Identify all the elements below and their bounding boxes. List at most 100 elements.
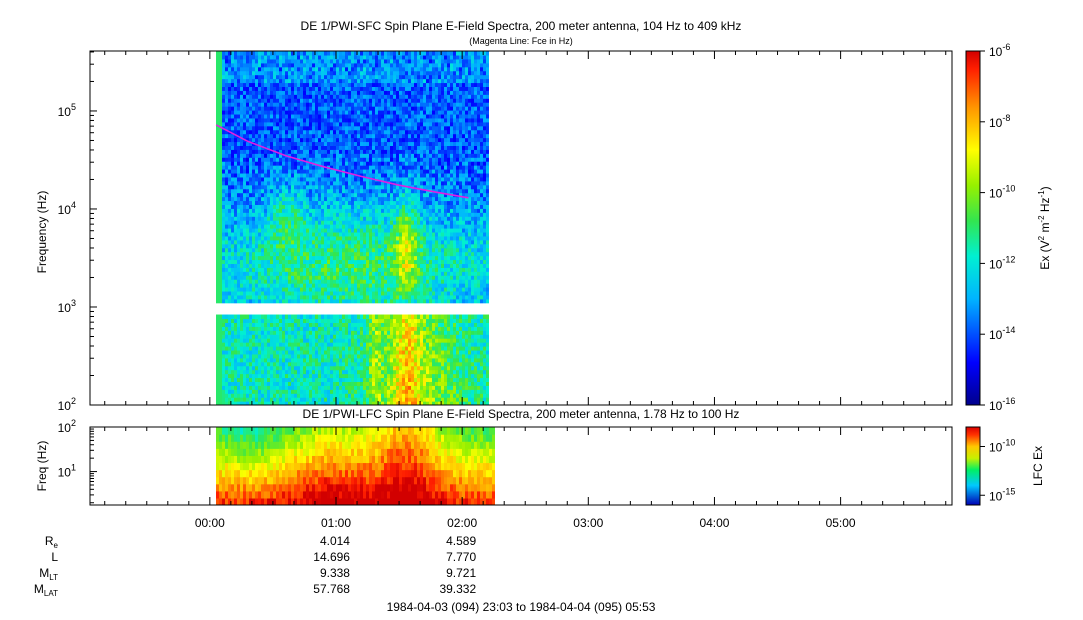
sfc-spectrogram-cell [366,133,369,139]
sfc-spectrogram-cell [360,220,363,225]
sfc-spectrogram-cell [297,365,300,371]
sfc-spectrogram-cell [273,78,276,84]
sfc-spectrogram-cell [264,235,267,241]
sfc-spectrogram-cell [294,62,297,68]
sfc-spectrogram-cell [333,121,336,127]
sfc-spectrogram-cell [306,365,309,371]
sfc-spectrogram-cell [330,188,333,194]
sfc-spectrogram-cell [291,235,294,241]
sfc-spectrogram-cell [252,70,255,76]
sfc-spectrogram-cell [288,385,291,390]
sfc-spectrogram-cell [375,133,378,139]
sfc-spectrogram-cell [327,145,330,150]
sfc-spectrogram-cell [372,243,375,249]
sfc-spectrogram-cell [357,389,360,394]
sfc-spectrogram-cell [249,251,252,257]
sfc-spectrogram-cell [291,283,294,288]
sfc-spectrogram-cell [273,251,276,257]
sfc-spectrogram-cell [324,342,327,347]
sfc-spectrogram-cell [222,326,225,331]
sfc-spectrogram-cell [273,121,276,127]
sfc-spectrogram-cell [315,275,318,280]
sfc-spectrogram-cell [237,110,240,115]
sfc-spectrogram-cell [324,98,327,103]
sfc-spectrogram-cell [348,117,351,123]
sfc-spectrogram-cell [225,106,228,111]
sfc-spectrogram-cell [297,259,300,264]
sfc-spectrogram-cell [333,228,336,233]
sfc-spectrogram-cell [222,165,225,170]
sfc-spectrogram-cell [327,133,330,139]
sfc-spectrogram-cell [219,259,222,264]
sfc-spectrogram-cell [318,349,321,355]
sfc-spectrogram-cell [303,357,306,363]
sfc-spectrogram-cell [234,180,237,186]
sfc-spectrogram-cell [267,188,270,194]
sfc-spectrogram-cell [222,228,225,233]
sfc-spectrogram-cell [228,377,231,382]
sfc-spectrogram-cell [321,243,324,249]
sfc-spectrogram-cell [378,125,381,131]
sfc-spectrogram-cell [270,98,273,103]
sfc-spectrogram-cell [321,290,324,296]
sfc-spectrogram-cell [291,298,294,304]
sfc-spectrogram-cell [270,243,273,249]
sfc-spectrogram-cell [309,51,312,56]
sfc-spectrogram-cell [363,381,366,386]
sfc-spectrogram-cell [318,314,321,320]
sfc-spectrogram-cell [255,247,258,253]
sfc-spectrogram-cell [381,117,384,123]
sfc-spectrogram-cell [366,334,369,339]
sfc-spectrogram-cell [321,208,324,213]
sfc-spectrogram-cell [381,165,384,170]
sfc-spectrogram-cell [228,349,231,355]
sfc-spectrogram-cell [231,192,234,198]
sfc-spectrogram-cell [270,51,273,56]
sfc-spectrogram-cell [279,224,282,229]
sfc-spectrogram-cell [255,275,258,280]
sfc-spectrogram-cell [225,357,228,363]
sfc-spectrogram-cell [342,58,345,64]
sfc-spectrogram-cell [222,180,225,186]
sfc-spectrogram-cell [306,204,309,209]
sfc-spectrogram-cell [252,365,255,371]
sfc-spectrogram-cell [354,125,357,131]
sfc-spectrogram-cell [276,180,279,186]
sfc-spectrogram-cell [297,346,300,351]
sfc-spectrogram-cell [267,338,270,343]
sfc-spectrogram-cell [222,369,225,375]
sfc-spectrogram-cell [246,279,249,284]
sfc-spectrogram-cell [225,153,228,158]
sfc-spectrogram-cell [348,228,351,233]
sfc-spectrogram-cell [222,287,225,292]
sfc-spectrogram-cell [384,279,387,284]
sfc-spectrogram-cell [222,259,225,264]
sfc-spectrogram-cell [270,397,273,402]
sfc-spectrogram-cell [246,133,249,139]
sfc-spectrogram-cell [360,188,363,194]
sfc-spectrogram-cell [222,188,225,194]
sfc-spectrogram-cell [378,196,381,202]
sfc-spectrogram-cell [273,137,276,143]
sfc-spectrogram-cell [303,141,306,146]
sfc-spectrogram-cell [315,169,318,174]
sfc-spectrogram-cell [258,216,261,221]
sfc-spectrogram-cell [225,275,228,280]
sfc-spectrogram-cell [333,82,336,87]
sfc-spectrogram-cell [357,385,360,390]
sfc-spectrogram-cell [297,369,300,375]
sfc-spectrogram-cell [360,157,363,162]
sfc-spectrogram-cell [252,275,255,280]
sfc-spectrogram-cell [372,184,375,190]
sfc-spectrogram-cell [306,145,309,150]
sfc-spectrogram-cell [282,377,285,382]
sfc-spectrogram-cell [273,102,276,107]
sfc-spectrogram-cell [312,125,315,131]
sfc-spectrogram-cell [255,188,258,194]
sfc-spectrogram-cell [345,271,348,276]
sfc-spectrogram-cell [246,90,249,95]
sfc-spectrogram-cell [216,220,219,225]
sfc-spectrogram-cell [321,346,324,351]
sfc-spectrogram-cell [264,349,267,355]
sfc-spectrogram-cell [297,267,300,272]
